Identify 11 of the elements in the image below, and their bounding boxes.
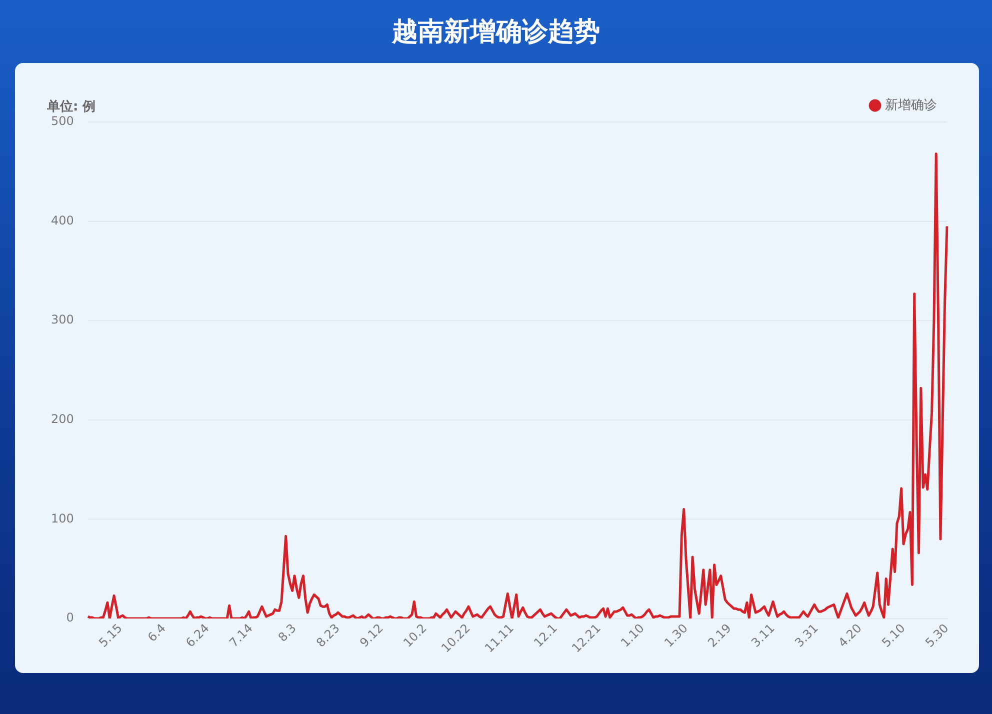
y-tick-label: 0	[66, 610, 74, 625]
x-tick-label: 6.4	[144, 621, 168, 644]
y-tick-label: 200	[51, 412, 74, 426]
x-tick-label: 8.3	[275, 621, 299, 644]
y-tick-label: 100	[51, 511, 74, 526]
y-axis-title: 单位: 例	[46, 98, 96, 114]
y-tick-label: 500	[51, 114, 74, 128]
chart-title: 越南新增确诊趋势	[390, 16, 601, 49]
legend-label: 新增确诊	[885, 98, 937, 113]
y-tick-label: 300	[51, 312, 74, 327]
y-tick-label: 400	[51, 213, 74, 228]
